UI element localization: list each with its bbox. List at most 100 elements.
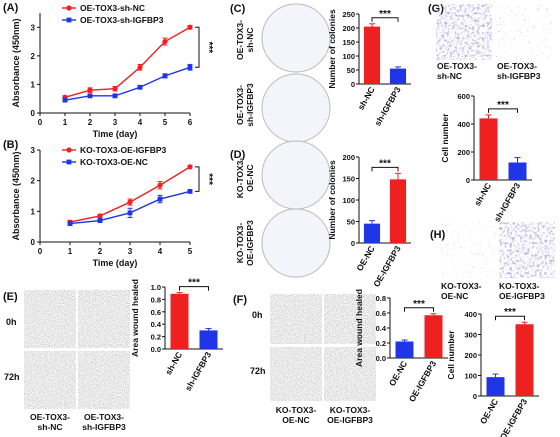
x-tick-label: 0: [38, 247, 43, 256]
significance-bracket: [371, 166, 399, 172]
x-tick-label: 4: [138, 118, 143, 127]
y-tick-label: 0.2: [376, 339, 386, 348]
x-tick-label: OE-IGFBP3: [371, 244, 403, 289]
legend-marker: [66, 5, 72, 11]
panel-d-label-2: KO-TOX3-OE-IGFBP3: [235, 220, 255, 266]
data-point: [127, 199, 133, 205]
y-tick-label: 3: [31, 23, 36, 32]
data-point: [137, 84, 143, 90]
panel-e: (E) 0h 72h OE-TOX3-sh-NC OE-TOX3-sh-IGFB…: [3, 278, 223, 432]
panel-a-letter: (A): [3, 2, 19, 14]
bar: [395, 341, 414, 358]
x-tick-label: sh-IGFBP3: [372, 85, 403, 128]
y-tick-label: 200: [342, 24, 355, 33]
panel-d-label-1: KO-TOX3-OE-NC: [235, 158, 255, 199]
x-tick-label: OE-NC: [478, 397, 500, 426]
y-axis-label: Area wound healed: [354, 289, 364, 367]
significance-bracket: [195, 166, 200, 192]
legend-label: OE-TOX3-sh-NC: [80, 3, 145, 13]
wound-images-e: [24, 290, 130, 409]
bar: [508, 162, 527, 180]
y-tick-label: 0.6: [376, 309, 386, 318]
x-tick-label: 3: [113, 118, 118, 127]
wound-image: [270, 294, 322, 344]
x-tick-label: OE-NC: [387, 359, 409, 388]
bar: [170, 293, 189, 349]
legend-marker: [66, 17, 72, 23]
y-tick-label: 0.8: [151, 295, 161, 304]
colony-plate-sh-nc: [261, 3, 331, 73]
y-tick-label: 600: [457, 92, 470, 101]
bar: [486, 377, 505, 396]
y-tick-label: 50: [347, 218, 355, 227]
x-tick-label: 1: [68, 247, 73, 256]
panel-d-letter: (D): [230, 149, 246, 161]
y-tick-label: 150: [342, 175, 355, 184]
transwell-image-sh-nc: [436, 4, 492, 60]
data-point: [97, 213, 103, 219]
data-point: [127, 210, 133, 216]
panel-c-label-2: OE-TOX3-sh-IGFBP3: [235, 83, 255, 127]
panel-a-plot: 0 1 2 3 4 5 6 0 1 2 3 Time (day) Absorbance (450nm) O…: [11, 3, 214, 139]
wound-images-f: [270, 294, 376, 401]
wound-image: [270, 347, 322, 401]
y-tick-label: 0.2: [151, 333, 161, 342]
y-axis-label: Absorbance (450nm): [11, 18, 21, 107]
panel-g-image-label-2: OE-TOX3-sh-IGFBP3: [497, 61, 541, 81]
x-tick-label: sh-IGFBP3: [183, 350, 214, 393]
y-tick-label: 200: [342, 153, 355, 162]
x-tick-label: sh-IGFBP3: [492, 181, 523, 224]
significance-bracket: [495, 315, 525, 321]
y-tick-label: 2: [31, 52, 36, 61]
wound-image: [78, 290, 130, 348]
y-tick-label: 300: [464, 331, 477, 340]
data-point: [187, 24, 193, 30]
y-tick-label: 0: [466, 176, 470, 185]
significance-label: ***: [203, 41, 214, 53]
significance-bracket: [404, 307, 434, 312]
panel-e-image-label-2: OE-TOX3-sh-IGFBP3: [82, 412, 126, 432]
panel-g: (G) OE-TOX3-sh-NC OE-TOX3-sh-IGFBP3 0200…: [428, 3, 552, 224]
significance-label: ***: [379, 158, 391, 169]
y-axis-label: Number of colonies: [327, 9, 337, 89]
panel-c-label-1: OE-TOX3-sh-NC: [235, 20, 255, 60]
panel-c-plot: 0 50 100 150 200 250 Number of colonies sh-NCsh…: [327, 9, 411, 128]
data-point: [112, 86, 118, 92]
y-axis-label: Cell number: [446, 330, 456, 380]
legend-marker: [66, 147, 72, 153]
x-tick-label: OE-NC: [354, 244, 376, 273]
y-tick-label: 250: [342, 10, 355, 19]
x-tick-label: OE-IGFBP3: [498, 397, 530, 437]
y-tick-label: 0.4: [151, 320, 162, 329]
panel-c: (C) OE-TOX3-sh-NC OE-TOX3-sh-IGFBP3 0 50 1…: [230, 3, 411, 143]
significance-label: ***: [203, 173, 214, 185]
colony-plate-oe-nc: [261, 140, 331, 210]
data-point: [187, 164, 193, 170]
data-point: [62, 97, 68, 103]
legend-label: OE-TOX3-sh-IGFBP3: [80, 15, 164, 25]
y-tick-label: 400: [464, 310, 477, 319]
bar: [479, 118, 498, 180]
data-point: [157, 182, 163, 188]
significance-label: ***: [379, 9, 391, 20]
x-tick-label: sh-NC: [356, 85, 377, 112]
y-tick-label: 100: [342, 52, 355, 61]
data-point: [157, 196, 163, 202]
y-tick-label: 1: [31, 207, 36, 216]
panel-f-letter: (F): [233, 294, 247, 306]
y-tick-label: 100: [342, 196, 355, 205]
y-tick-label: 3: [31, 146, 36, 155]
transwell-image-oe-igfbp3: [499, 222, 555, 278]
x-tick-label: OE-IGFBP3: [407, 359, 439, 404]
x-tick-label: 3: [128, 247, 133, 256]
y-axis-label: Absorbance (450nm): [11, 151, 21, 240]
colony-plate-sh-igfbp3: [261, 73, 331, 143]
y-tick-label: 2: [31, 177, 36, 186]
y-axis-label: Number of colonies: [327, 160, 337, 240]
y-tick-label: 0: [31, 109, 36, 118]
panel-d-plot: 0 50 100 150 200 Number of colonies OE-NCOE-IG…: [327, 153, 411, 289]
transwell-image-sh-igfbp3: [496, 4, 552, 60]
